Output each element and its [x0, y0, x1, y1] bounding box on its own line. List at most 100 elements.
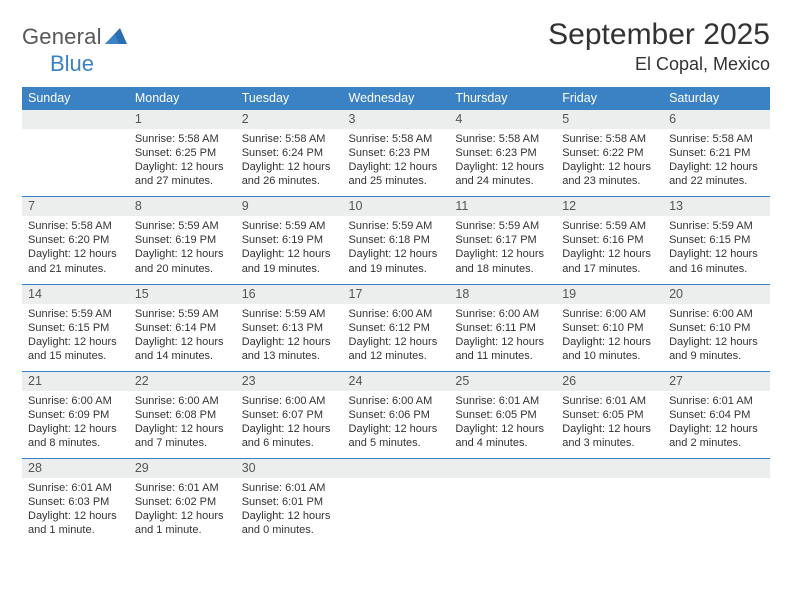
logo-part1: General [22, 24, 102, 49]
day-body-empty [449, 478, 556, 540]
day-number: 16 [236, 285, 343, 304]
title-block: September 2025 El Copal, Mexico [548, 18, 770, 75]
day-body: Sunrise: 5:59 AMSunset: 6:19 PMDaylight:… [129, 216, 236, 283]
calendar-day-cell: 5Sunrise: 5:58 AMSunset: 6:22 PMDaylight… [556, 110, 663, 197]
calendar-day-cell: 1Sunrise: 5:58 AMSunset: 6:25 PMDaylight… [129, 110, 236, 197]
calendar-day-cell: 8Sunrise: 5:59 AMSunset: 6:19 PMDaylight… [129, 197, 236, 284]
calendar-day-cell: 9Sunrise: 5:59 AMSunset: 6:19 PMDaylight… [236, 197, 343, 284]
day-number: 21 [22, 372, 129, 391]
calendar-table: SundayMondayTuesdayWednesdayThursdayFrid… [22, 87, 770, 546]
calendar-day-cell: 3Sunrise: 5:58 AMSunset: 6:23 PMDaylight… [343, 110, 450, 197]
calendar-day-cell: 28Sunrise: 6:01 AMSunset: 6:03 PMDayligh… [22, 459, 129, 546]
header-row: General Blue September 2025 El Copal, Me… [22, 18, 770, 77]
day-body: Sunrise: 5:59 AMSunset: 6:15 PMDaylight:… [22, 304, 129, 371]
logo: General Blue [22, 18, 127, 77]
day-body: Sunrise: 6:00 AMSunset: 6:08 PMDaylight:… [129, 391, 236, 458]
day-header-row: SundayMondayTuesdayWednesdayThursdayFrid… [22, 87, 770, 110]
day-body: Sunrise: 5:59 AMSunset: 6:14 PMDaylight:… [129, 304, 236, 371]
day-number: 24 [343, 372, 450, 391]
day-number: 20 [663, 285, 770, 304]
calendar-day-cell: 27Sunrise: 6:01 AMSunset: 6:04 PMDayligh… [663, 371, 770, 458]
day-body: Sunrise: 6:00 AMSunset: 6:11 PMDaylight:… [449, 304, 556, 371]
calendar-day-cell: 29Sunrise: 6:01 AMSunset: 6:02 PMDayligh… [129, 459, 236, 546]
day-number-empty [343, 459, 450, 478]
day-body-empty [556, 478, 663, 540]
day-number: 30 [236, 459, 343, 478]
calendar-day-cell: 13Sunrise: 5:59 AMSunset: 6:15 PMDayligh… [663, 197, 770, 284]
day-number: 11 [449, 197, 556, 216]
calendar-day-cell: 26Sunrise: 6:01 AMSunset: 6:05 PMDayligh… [556, 371, 663, 458]
day-number: 6 [663, 110, 770, 129]
day-body: Sunrise: 6:00 AMSunset: 6:09 PMDaylight:… [22, 391, 129, 458]
day-number: 25 [449, 372, 556, 391]
day-number: 10 [343, 197, 450, 216]
day-number: 14 [22, 285, 129, 304]
calendar-day-cell: 18Sunrise: 6:00 AMSunset: 6:11 PMDayligh… [449, 284, 556, 371]
day-body: Sunrise: 5:59 AMSunset: 6:16 PMDaylight:… [556, 216, 663, 283]
day-number: 4 [449, 110, 556, 129]
calendar-page: General Blue September 2025 El Copal, Me… [0, 0, 792, 546]
day-body: Sunrise: 6:01 AMSunset: 6:05 PMDaylight:… [449, 391, 556, 458]
day-number: 23 [236, 372, 343, 391]
day-header: Sunday [22, 87, 129, 110]
calendar-day-cell: 25Sunrise: 6:01 AMSunset: 6:05 PMDayligh… [449, 371, 556, 458]
day-number: 7 [22, 197, 129, 216]
day-body: Sunrise: 6:00 AMSunset: 6:12 PMDaylight:… [343, 304, 450, 371]
calendar-day-cell: 7Sunrise: 5:58 AMSunset: 6:20 PMDaylight… [22, 197, 129, 284]
day-body: Sunrise: 6:00 AMSunset: 6:10 PMDaylight:… [556, 304, 663, 371]
day-body: Sunrise: 5:58 AMSunset: 6:22 PMDaylight:… [556, 129, 663, 196]
calendar-day-cell: 11Sunrise: 5:59 AMSunset: 6:17 PMDayligh… [449, 197, 556, 284]
calendar-week-row: 7Sunrise: 5:58 AMSunset: 6:20 PMDaylight… [22, 197, 770, 284]
calendar-empty-cell [556, 459, 663, 546]
day-body: Sunrise: 5:58 AMSunset: 6:20 PMDaylight:… [22, 216, 129, 283]
day-body: Sunrise: 6:01 AMSunset: 6:03 PMDaylight:… [22, 478, 129, 545]
location: El Copal, Mexico [548, 54, 770, 75]
calendar-week-row: 28Sunrise: 6:01 AMSunset: 6:03 PMDayligh… [22, 459, 770, 546]
calendar-day-cell: 20Sunrise: 6:00 AMSunset: 6:10 PMDayligh… [663, 284, 770, 371]
day-number: 18 [449, 285, 556, 304]
calendar-week-row: 1Sunrise: 5:58 AMSunset: 6:25 PMDaylight… [22, 110, 770, 197]
calendar-day-cell: 22Sunrise: 6:00 AMSunset: 6:08 PMDayligh… [129, 371, 236, 458]
day-body: Sunrise: 5:59 AMSunset: 6:18 PMDaylight:… [343, 216, 450, 283]
day-body: Sunrise: 5:59 AMSunset: 6:17 PMDaylight:… [449, 216, 556, 283]
day-number: 27 [663, 372, 770, 391]
day-body-empty [22, 129, 129, 191]
day-body: Sunrise: 6:00 AMSunset: 6:10 PMDaylight:… [663, 304, 770, 371]
calendar-day-cell: 4Sunrise: 5:58 AMSunset: 6:23 PMDaylight… [449, 110, 556, 197]
day-number: 19 [556, 285, 663, 304]
day-number-empty [22, 110, 129, 129]
day-number: 26 [556, 372, 663, 391]
day-body: Sunrise: 5:58 AMSunset: 6:25 PMDaylight:… [129, 129, 236, 196]
calendar-empty-cell [449, 459, 556, 546]
day-body: Sunrise: 6:00 AMSunset: 6:07 PMDaylight:… [236, 391, 343, 458]
day-number-empty [449, 459, 556, 478]
calendar-day-cell: 10Sunrise: 5:59 AMSunset: 6:18 PMDayligh… [343, 197, 450, 284]
day-body: Sunrise: 5:58 AMSunset: 6:23 PMDaylight:… [449, 129, 556, 196]
logo-wordmark: General Blue [22, 24, 127, 77]
day-body: Sunrise: 5:59 AMSunset: 6:15 PMDaylight:… [663, 216, 770, 283]
day-number: 5 [556, 110, 663, 129]
day-header: Tuesday [236, 87, 343, 110]
day-number-empty [663, 459, 770, 478]
day-body: Sunrise: 5:58 AMSunset: 6:21 PMDaylight:… [663, 129, 770, 196]
calendar-day-cell: 21Sunrise: 6:00 AMSunset: 6:09 PMDayligh… [22, 371, 129, 458]
day-header: Thursday [449, 87, 556, 110]
day-body: Sunrise: 6:01 AMSunset: 6:05 PMDaylight:… [556, 391, 663, 458]
day-number: 8 [129, 197, 236, 216]
calendar-thead: SundayMondayTuesdayWednesdayThursdayFrid… [22, 87, 770, 110]
calendar-day-cell: 24Sunrise: 6:00 AMSunset: 6:06 PMDayligh… [343, 371, 450, 458]
day-body: Sunrise: 6:01 AMSunset: 6:01 PMDaylight:… [236, 478, 343, 545]
calendar-day-cell: 14Sunrise: 5:59 AMSunset: 6:15 PMDayligh… [22, 284, 129, 371]
day-header: Friday [556, 87, 663, 110]
day-body: Sunrise: 5:58 AMSunset: 6:23 PMDaylight:… [343, 129, 450, 196]
calendar-day-cell: 16Sunrise: 5:59 AMSunset: 6:13 PMDayligh… [236, 284, 343, 371]
month-title: September 2025 [548, 18, 770, 52]
calendar-week-row: 21Sunrise: 6:00 AMSunset: 6:09 PMDayligh… [22, 371, 770, 458]
day-number: 13 [663, 197, 770, 216]
day-number: 3 [343, 110, 450, 129]
day-number: 12 [556, 197, 663, 216]
calendar-body: 1Sunrise: 5:58 AMSunset: 6:25 PMDaylight… [22, 110, 770, 546]
calendar-empty-cell [22, 110, 129, 197]
calendar-day-cell: 19Sunrise: 6:00 AMSunset: 6:10 PMDayligh… [556, 284, 663, 371]
day-header: Monday [129, 87, 236, 110]
